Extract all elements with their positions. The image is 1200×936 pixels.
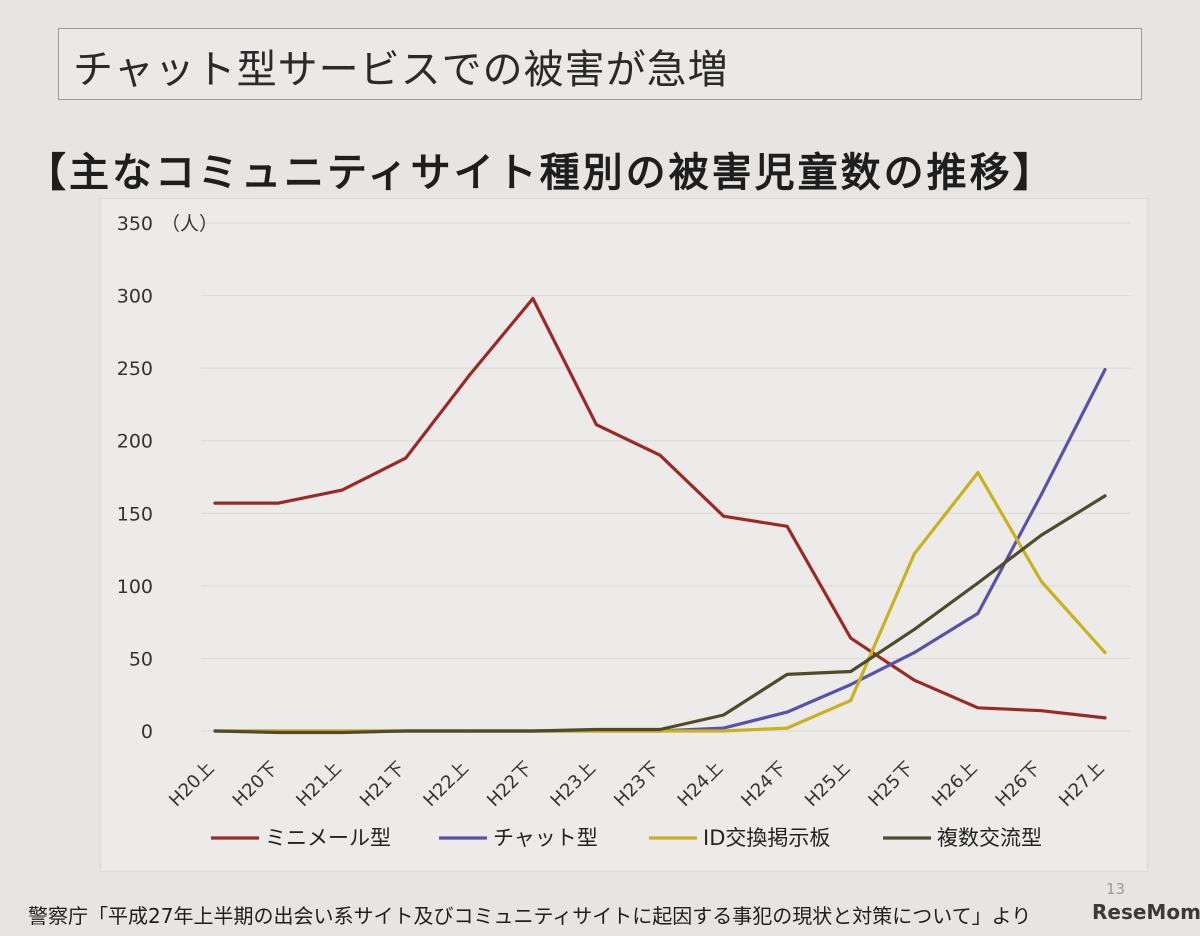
slide-title-box: チャット型サービスでの被害が急増 <box>58 28 1142 100</box>
data-point <box>785 524 789 528</box>
x-tick-label: H23上 <box>547 758 600 811</box>
data-point <box>594 423 598 427</box>
data-point <box>404 729 408 733</box>
data-point <box>1039 492 1043 496</box>
data-point <box>722 726 726 730</box>
data-point <box>912 651 916 655</box>
data-point <box>1039 533 1043 537</box>
data-point <box>594 728 598 732</box>
data-point <box>722 514 726 518</box>
x-tick-label: H20上 <box>165 758 218 811</box>
series-line <box>213 494 1107 735</box>
x-tick-label: H25上 <box>801 758 854 811</box>
data-point <box>849 683 853 687</box>
resemom-logo: ReseMom <box>1088 900 1200 924</box>
legend-label: ミニメール型 <box>265 826 391 850</box>
y-tick-label: 250 <box>117 358 153 380</box>
x-tick-label: H26下 <box>992 758 1045 811</box>
legend-label: 複数交流型 <box>937 826 1042 850</box>
x-tick-label: H22下 <box>483 758 536 811</box>
series-line <box>213 471 1107 733</box>
data-point <box>849 636 853 640</box>
data-point <box>849 699 853 703</box>
x-tick-label: H24下 <box>737 758 790 811</box>
x-tick-label: H24上 <box>674 758 727 811</box>
y-tick-label: 350 <box>117 213 153 235</box>
slide-title: チャット型サービスでの被害が急増 <box>73 47 729 93</box>
data-point <box>785 726 789 730</box>
y-tick-label: 0 <box>141 721 153 743</box>
y-tick-label: 300 <box>117 286 153 308</box>
data-point <box>1103 494 1107 498</box>
y-tick-label: 50 <box>129 648 153 670</box>
data-point <box>785 672 789 676</box>
data-point <box>912 552 916 556</box>
y-tick-label: 150 <box>117 503 153 525</box>
data-point <box>1103 368 1107 372</box>
data-point <box>658 453 662 457</box>
data-point <box>658 728 662 732</box>
line-chart: 0 50 100 150 200 250 300 350 （人） H20上 H20下 H21上 H21下… <box>117 213 1131 850</box>
source-note: 警察庁「平成27年上半期の出会い系サイト及びコミュニティサイトに起因する事犯の現… <box>28 904 1032 928</box>
data-point <box>1103 716 1107 720</box>
data-point <box>467 373 471 377</box>
data-point <box>976 611 980 615</box>
x-tick-label: H20下 <box>229 758 282 811</box>
chart-panel: 0 50 100 150 200 250 300 350 （人） H20上 H20下 H21上 H21下… <box>100 198 1148 872</box>
x-tick-label: H27上 <box>1055 758 1108 811</box>
y-tick-label: 200 <box>117 431 153 453</box>
data-point <box>404 456 408 460</box>
data-point <box>976 706 980 710</box>
x-tick-label: H23下 <box>610 758 663 811</box>
data-point <box>722 713 726 717</box>
data-point <box>785 710 789 714</box>
x-tick-label: H26上 <box>928 758 981 811</box>
series-line <box>213 296 1107 720</box>
data-point <box>531 296 535 300</box>
legend-label: ID交換掲示板 <box>703 826 830 850</box>
y-tick-label: 100 <box>117 576 153 598</box>
data-point <box>531 729 535 733</box>
data-point <box>976 581 980 585</box>
series-line <box>213 368 1107 733</box>
data-point <box>722 729 726 733</box>
page-number: 13 <box>1106 880 1126 898</box>
x-tick-label: H22上 <box>419 758 472 811</box>
x-tick-label: H25下 <box>864 758 917 811</box>
data-point <box>467 729 471 733</box>
chart-heading: 【主なコミュニティサイト種別の被害児童数の推移】 <box>26 150 1056 196</box>
x-tick-label: H21下 <box>356 758 409 811</box>
data-point <box>1039 709 1043 713</box>
data-point <box>340 730 344 734</box>
data-point <box>912 627 916 631</box>
data-point <box>1103 651 1107 655</box>
legend-label: チャット型 <box>493 826 598 850</box>
data-point <box>277 730 281 734</box>
data-point <box>1039 580 1043 584</box>
data-point <box>213 501 217 505</box>
data-point <box>976 471 980 475</box>
y-axis-unit: （人） <box>161 213 218 235</box>
data-point <box>340 488 344 492</box>
data-point <box>849 669 853 673</box>
data-point <box>277 501 281 505</box>
x-tick-label: H21上 <box>292 758 345 811</box>
data-point <box>213 729 217 733</box>
data-point <box>912 678 916 682</box>
